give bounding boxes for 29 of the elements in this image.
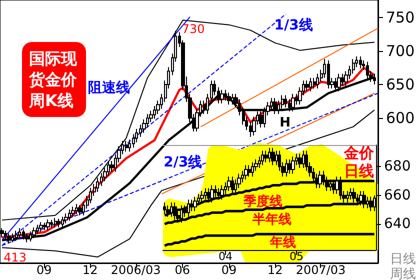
y-tick-label: 640 bbox=[384, 216, 411, 232]
y-tick-label: 660 bbox=[384, 187, 411, 204]
text: 日线 bbox=[390, 252, 416, 267]
y-tick-label: 700 bbox=[386, 42, 415, 60]
annotation: 730 bbox=[182, 22, 205, 36]
x-tick-label: 12 bbox=[268, 263, 283, 277]
annotation: 半年线 bbox=[252, 212, 292, 228]
y-tick-label: 600 bbox=[386, 109, 415, 128]
text: 金价日线 bbox=[343, 144, 375, 180]
x-tick-label: 06 bbox=[174, 263, 190, 277]
y-tick-label: 750 bbox=[386, 8, 415, 26]
y-tick-label: 650 bbox=[386, 76, 415, 94]
annotation: 413 bbox=[4, 250, 27, 265]
x-tick-label: 09 bbox=[221, 263, 237, 277]
annotation: 季度线 bbox=[242, 194, 282, 210]
annotation: H bbox=[280, 116, 290, 130]
annotation: 年线 bbox=[269, 236, 296, 250]
x-tick-label: 2006/03 bbox=[110, 263, 161, 277]
annotation: 阻速线 bbox=[88, 80, 130, 96]
y-tick-label: 680 bbox=[384, 158, 411, 175]
annotation: 1/3线 bbox=[274, 17, 313, 34]
annotation: 2/3线 bbox=[164, 154, 202, 170]
x-tick-label: 2007/03 bbox=[296, 263, 346, 277]
x-tick-label: 12 bbox=[82, 263, 98, 277]
text: 周线 bbox=[390, 267, 416, 280]
x-tick-label: 09 bbox=[36, 263, 52, 277]
x-tick-label: 05 bbox=[290, 250, 304, 263]
x-tick-label: 04 bbox=[218, 250, 233, 263]
text: 国际现货金价周K线 bbox=[28, 49, 78, 110]
